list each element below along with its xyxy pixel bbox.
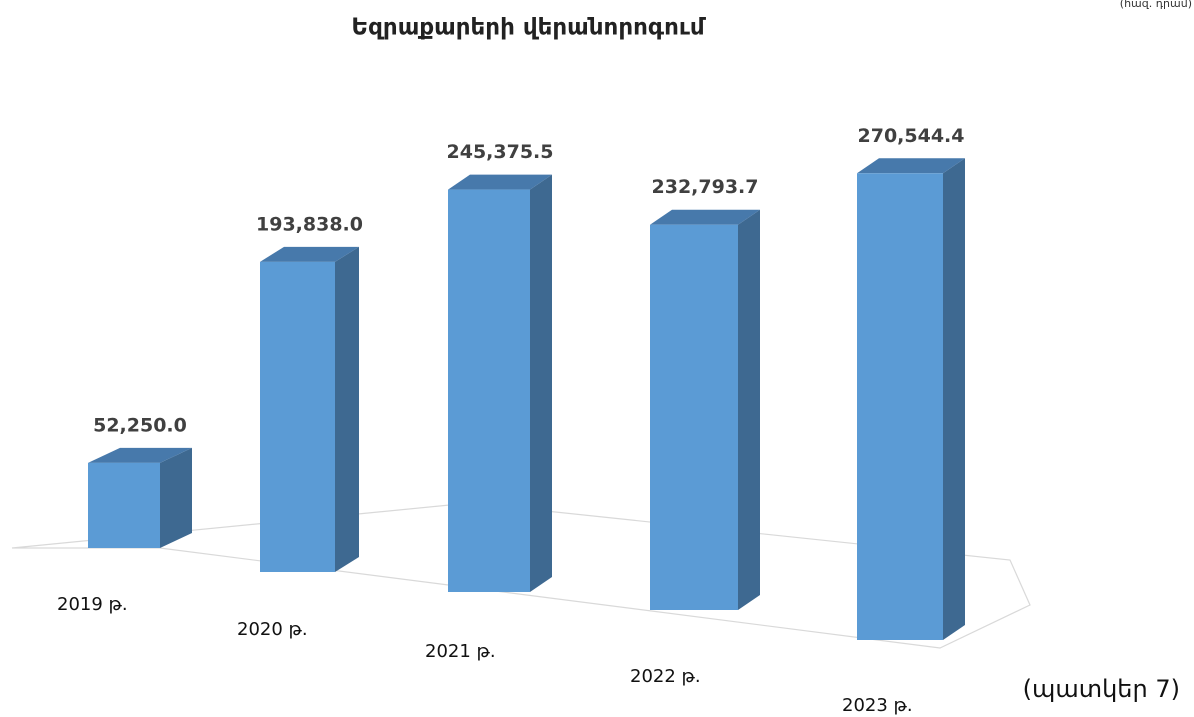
bar-top	[857, 158, 965, 174]
bar-side	[530, 174, 552, 593]
bar-side	[335, 246, 359, 573]
bar	[88, 462, 160, 548]
bar-top	[650, 209, 760, 225]
bar-side	[738, 209, 760, 610]
x-tick-label: 2023 թ.	[842, 695, 913, 716]
value-label: 270,544.4	[858, 125, 965, 147]
bar-side	[943, 158, 965, 640]
x-tick-label: 2020 թ.	[237, 619, 308, 640]
value-label: 52,250.0	[93, 414, 187, 436]
value-label: 245,375.5	[447, 141, 554, 163]
x-tick-label: 2021 թ.	[425, 641, 496, 662]
value-label: 232,793.7	[652, 176, 759, 198]
bar	[857, 173, 943, 640]
bar-side	[160, 447, 192, 548]
x-tick-label: 2022 թ.	[630, 666, 701, 687]
chart-title: Եզրաքարերի վերանորոգում	[351, 15, 707, 41]
bar	[260, 261, 335, 572]
bar	[650, 224, 738, 610]
bar-top	[88, 447, 192, 463]
value-label: 193,838.0	[256, 213, 363, 235]
bar-top	[260, 246, 359, 262]
unit-label: (հազ. դրամ)	[1120, 0, 1192, 10]
x-tick-label: 2019 թ.	[57, 594, 128, 615]
caption: (պատկեր 7)	[1023, 675, 1180, 703]
bar-top	[448, 174, 552, 190]
bar	[448, 189, 530, 593]
